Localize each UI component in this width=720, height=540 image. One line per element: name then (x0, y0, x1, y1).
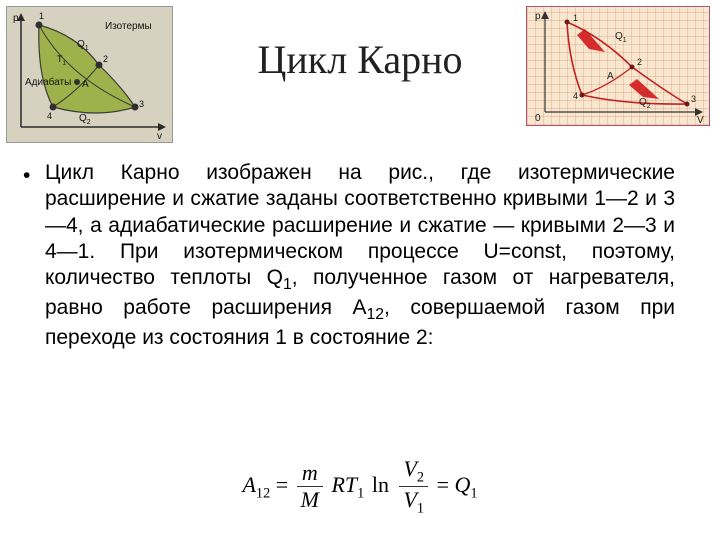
svg-text:4: 4 (573, 91, 578, 101)
izotermy-label: Изотермы (105, 21, 152, 32)
svg-text:Q2: Q2 (639, 97, 651, 110)
body-paragraph: • Цикл Карно изображен на рис., где изот… (45, 160, 675, 351)
formula: A12 = m M RT1 ln V2 V1 = Q1 (0, 456, 720, 518)
slide-title: Цикл Карно (0, 36, 720, 83)
svg-text:Q2: Q2 (79, 113, 91, 126)
svg-text:1: 1 (573, 13, 578, 23)
svg-text:1: 1 (39, 11, 44, 21)
svg-text:4: 4 (47, 111, 52, 121)
body-text-content: Цикл Карно изображен на рис., где изотер… (45, 161, 675, 349)
bullet-icon: • (23, 163, 30, 189)
svg-text:V: V (697, 115, 704, 125)
svg-text:3: 3 (139, 99, 144, 109)
svg-text:3: 3 (691, 94, 696, 104)
svg-text:p: p (535, 11, 541, 22)
axis-x-label: v (157, 131, 162, 142)
svg-text:0: 0 (535, 113, 541, 124)
axis-y-label: p (13, 13, 19, 24)
